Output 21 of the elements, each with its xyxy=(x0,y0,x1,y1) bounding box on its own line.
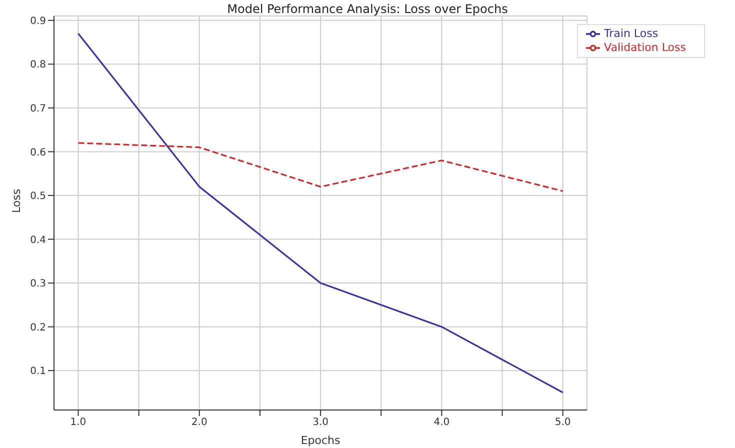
chart-title: Model Performance Analysis: Loss over Epochs xyxy=(226,2,509,16)
legend-label: Train Loss xyxy=(604,27,658,40)
y-tick-label: 0.6 xyxy=(30,147,46,158)
x-tick-label: 5.0 xyxy=(554,417,571,428)
x-tick-label: 1.0 xyxy=(70,417,86,428)
legend-label: Validation Loss xyxy=(604,41,686,54)
y-tick-label: 0.8 xyxy=(30,60,46,71)
y-tick-label: 0.4 xyxy=(30,234,46,246)
y-tick-label: 0.5 xyxy=(30,191,46,202)
x-tick-label: 3.0 xyxy=(312,417,328,428)
y-tick-label: 0.9 xyxy=(30,16,46,27)
x-axis-title: Epochs xyxy=(300,434,340,447)
y-tick-label: 0.7 xyxy=(30,103,46,114)
y-tick-label: 0.1 xyxy=(30,366,46,378)
x-tick-label: 4.0 xyxy=(434,417,450,428)
line-series xyxy=(77,32,564,394)
y-axis-title: Loss xyxy=(10,188,23,213)
y-tick-label: 0.3 xyxy=(30,278,46,290)
y-tick-label: 0.2 xyxy=(30,322,46,334)
x-tick-label: 2.0 xyxy=(191,417,208,428)
line-series xyxy=(77,142,564,192)
